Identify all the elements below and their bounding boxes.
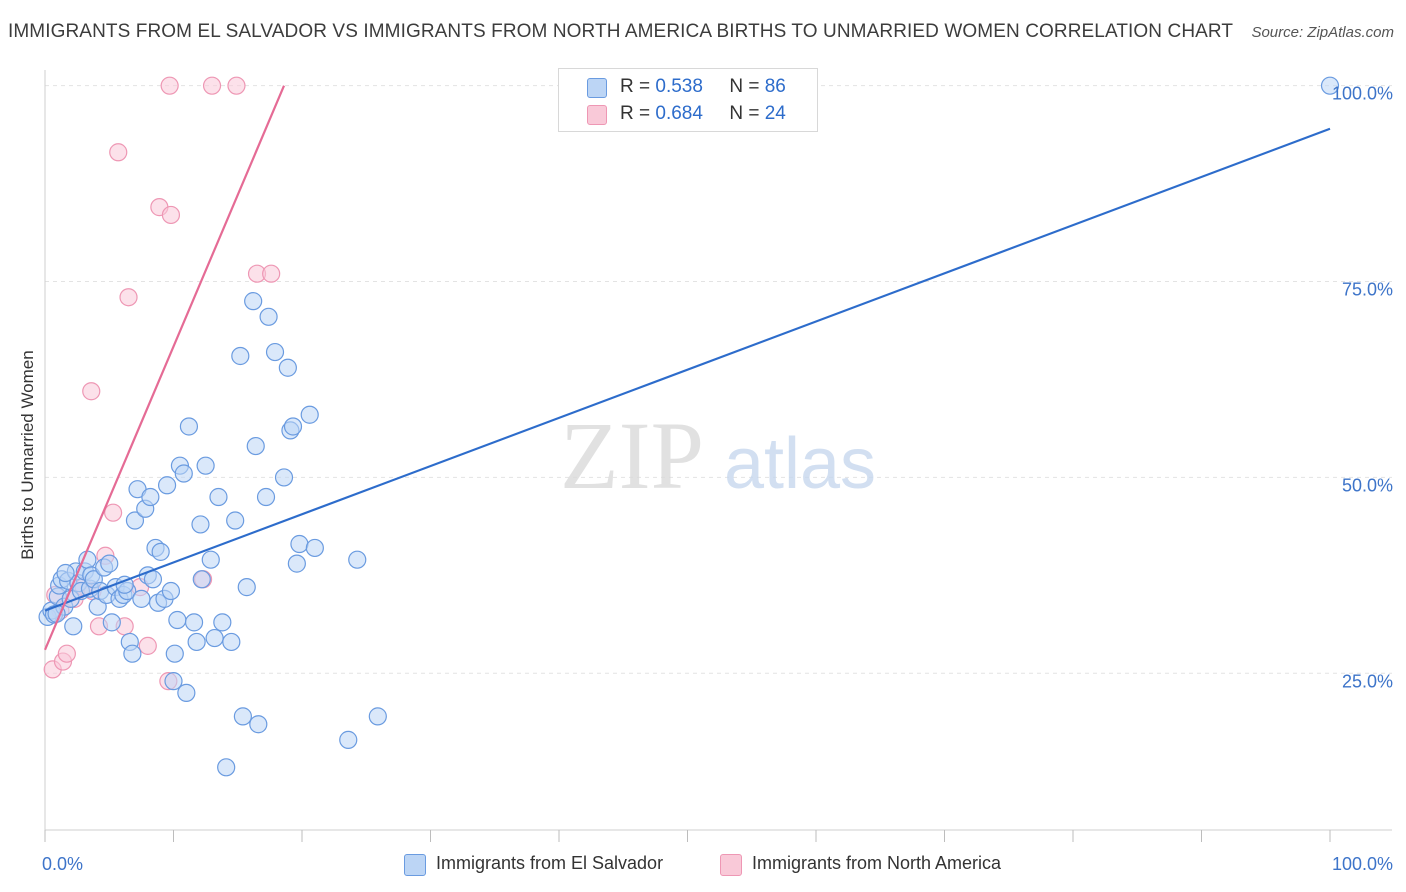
el-salvador-point xyxy=(305,538,324,558)
watermark-atlas: atlas xyxy=(724,424,876,504)
el-salvador-point xyxy=(368,707,387,726)
chart-title: IMMIGRANTS FROM EL SALVADOR VS IMMIGRANT… xyxy=(8,21,1234,42)
el-salvador-point xyxy=(141,487,160,507)
north-america-point xyxy=(227,76,246,95)
el-salvador-point xyxy=(196,456,215,475)
el-salvador-point xyxy=(300,405,319,424)
el-salvador-point xyxy=(192,570,211,589)
el-salvador-point xyxy=(132,589,151,608)
el-salvador-point xyxy=(259,307,278,326)
el-salvador-point xyxy=(125,511,145,530)
el-salvador-point xyxy=(191,515,210,534)
el-salvador-point xyxy=(187,632,206,652)
north-america-point xyxy=(160,76,179,95)
legend-n-label: N = xyxy=(729,76,760,97)
north-america-point xyxy=(57,644,76,663)
north-america-point xyxy=(161,205,181,225)
el-salvador-point xyxy=(283,417,303,436)
el-salvador-point xyxy=(226,511,245,530)
legend-swatch-blue xyxy=(587,78,607,98)
el-salvador-point xyxy=(177,683,196,702)
legend-n-label: N = xyxy=(729,103,760,124)
el-salvador-point xyxy=(217,758,236,777)
north-america-point xyxy=(119,288,138,307)
legend-n-value: 24 xyxy=(764,103,786,124)
legend-r-value: 0.684 xyxy=(655,103,703,124)
watermark-zip: ZIP xyxy=(560,402,704,509)
el-salvador-point xyxy=(64,617,83,636)
y-tick-label: 50.0% xyxy=(1342,475,1393,495)
bottom-legend-label: Immigrants from El Salvador xyxy=(436,853,664,873)
el-salvador-point xyxy=(165,644,184,663)
y-axis-label: Births to Unmarried Women xyxy=(18,350,37,560)
el-salvador-point xyxy=(179,417,199,436)
legend-r-label: R = xyxy=(620,103,651,124)
series-el-salvador-points xyxy=(38,76,1340,777)
el-salvador-point xyxy=(274,468,294,487)
stats-legend: R = 0.538 N = 86 R = 0.684 N = 24 xyxy=(558,68,818,132)
el-salvador-point xyxy=(249,715,268,734)
north-america-point xyxy=(202,76,222,95)
y-tick-label: 100.0% xyxy=(1332,84,1393,104)
north-america-point xyxy=(82,382,101,401)
el-salvador-point xyxy=(246,436,265,456)
el-salvador-point xyxy=(123,644,142,663)
el-salvador-point xyxy=(201,550,220,569)
el-salvador-point xyxy=(244,292,263,311)
el-salvador-point xyxy=(100,554,119,573)
el-salvador-point xyxy=(278,358,297,377)
el-salvador-point xyxy=(290,534,309,554)
el-salvador-point xyxy=(151,542,170,561)
north-america-point xyxy=(262,264,281,283)
north-america-point xyxy=(138,636,157,655)
north-america-point xyxy=(109,143,128,162)
tick-labels: 25.0% 50.0% 75.0% 100.0% 0.0% 100.0% xyxy=(42,84,1393,874)
el-salvador-point xyxy=(348,550,367,569)
legend-r-value: 0.538 xyxy=(655,76,703,97)
trend-line-north-america xyxy=(43,85,286,651)
el-salvador-point xyxy=(56,563,75,583)
legend-n-value: 86 xyxy=(764,76,786,97)
el-salvador-point xyxy=(265,342,285,362)
el-salvador-point xyxy=(222,632,241,652)
y-tick-label: 75.0% xyxy=(1342,280,1393,300)
el-salvador-point xyxy=(205,628,224,648)
el-salvador-point xyxy=(339,730,358,749)
el-salvador-point xyxy=(256,487,276,507)
north-america-point xyxy=(104,503,123,522)
el-salvador-point xyxy=(184,613,204,632)
x-tick-label: 100.0% xyxy=(1332,854,1393,874)
el-salvador-point xyxy=(157,476,177,495)
y-tick-label: 25.0% xyxy=(1342,671,1393,691)
bottom-legend-swatch-pink xyxy=(720,854,742,876)
bottom-legend-swatch-blue xyxy=(404,854,426,876)
el-salvador-point xyxy=(231,346,250,366)
el-salvador-point xyxy=(174,464,193,483)
x-tick-label: 0.0% xyxy=(42,854,83,874)
bottom-legend-label: Immigrants from North America xyxy=(752,853,1002,873)
source-credit: Source: ZipAtlas.com xyxy=(1251,24,1394,41)
el-salvador-point xyxy=(168,610,187,630)
el-salvador-point xyxy=(164,672,183,691)
trend-line-el-salvador xyxy=(44,127,1331,612)
el-salvador-point xyxy=(102,613,121,632)
el-salvador-point xyxy=(287,554,306,573)
trend-lines xyxy=(43,85,1331,651)
el-salvador-point xyxy=(233,707,252,726)
legend-swatch-pink xyxy=(587,105,607,125)
el-salvador-point xyxy=(237,578,256,597)
el-salvador-point xyxy=(213,613,232,632)
el-salvador-point xyxy=(209,487,228,507)
axes xyxy=(44,70,1392,842)
el-salvador-point xyxy=(161,581,181,601)
legend-r-label: R = xyxy=(620,76,651,97)
el-salvador-point xyxy=(1320,76,1340,95)
